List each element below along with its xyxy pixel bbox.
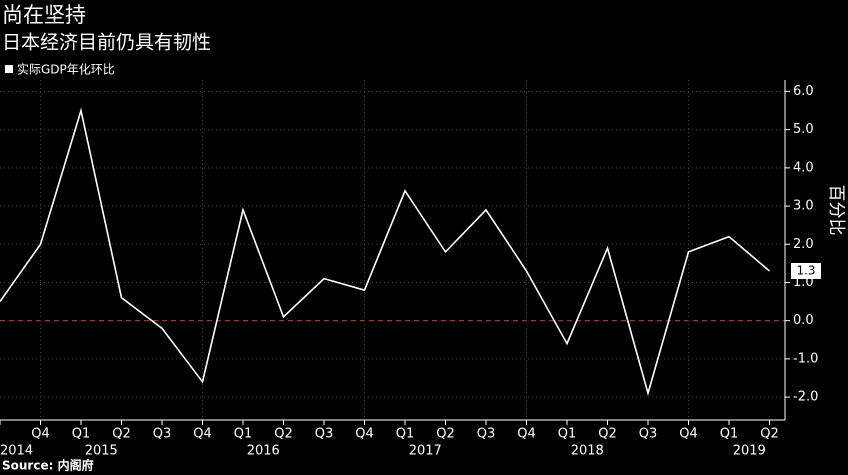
y-tick-label: 6.0 xyxy=(793,84,814,99)
chart-title: 尚在坚持 xyxy=(2,3,86,27)
x-tick-label: Q4 xyxy=(31,427,50,442)
year-label: 2019 xyxy=(733,444,766,459)
x-tick-label: Q4 xyxy=(679,427,698,442)
y-tick-label: 5.0 xyxy=(793,122,814,137)
year-label: 2016 xyxy=(247,444,280,459)
x-tick-label: Q1 xyxy=(558,427,577,442)
x-tick-label: Q1 xyxy=(396,427,415,442)
legend-swatch xyxy=(5,65,13,73)
x-tick-label: Q2 xyxy=(760,427,779,442)
y-tick-label: -1.0 xyxy=(793,351,818,366)
y-tick-label: -2.0 xyxy=(793,390,818,405)
y-axis-label: 百分比 xyxy=(826,185,846,236)
y-tick-label: 3.0 xyxy=(793,199,814,214)
value-label: 1.3 xyxy=(796,264,815,278)
x-tick-label: Q2 xyxy=(112,427,131,442)
y-tick-label: 2.0 xyxy=(793,237,814,252)
legend-label: 实际GDP年化环比 xyxy=(17,62,115,77)
x-tick-label: Q4 xyxy=(517,427,536,442)
year-label: 2015 xyxy=(85,444,118,459)
x-tick-label: Q3 xyxy=(153,427,172,442)
chart-subtitle: 日本经济目前仍具有韧性 xyxy=(2,32,211,54)
y-tick-label: 4.0 xyxy=(793,160,814,175)
x-tick-label: Q3 xyxy=(315,427,334,442)
series-line xyxy=(0,107,771,397)
source: Source: 内阁府 xyxy=(2,458,94,473)
year-label: 2014 xyxy=(0,444,33,459)
x-tick-label: Q4 xyxy=(355,427,374,442)
x-tick-label: Q3 xyxy=(639,427,658,442)
y-tick-label: 0.0 xyxy=(793,313,814,328)
x-tick-label: Q2 xyxy=(598,427,617,442)
x-tick-label: Q1 xyxy=(720,427,739,442)
value-label-box xyxy=(791,263,821,280)
x-tick-label: Q1 xyxy=(72,427,91,442)
x-tick-label: Q2 xyxy=(436,427,455,442)
year-label: 2017 xyxy=(409,444,442,459)
x-tick-label: Q4 xyxy=(193,427,212,442)
x-tick-label: Q3 xyxy=(477,427,496,442)
x-tick-label: Q2 xyxy=(274,427,293,442)
x-tick-label: Q1 xyxy=(234,427,253,442)
year-label: 2018 xyxy=(571,444,604,459)
